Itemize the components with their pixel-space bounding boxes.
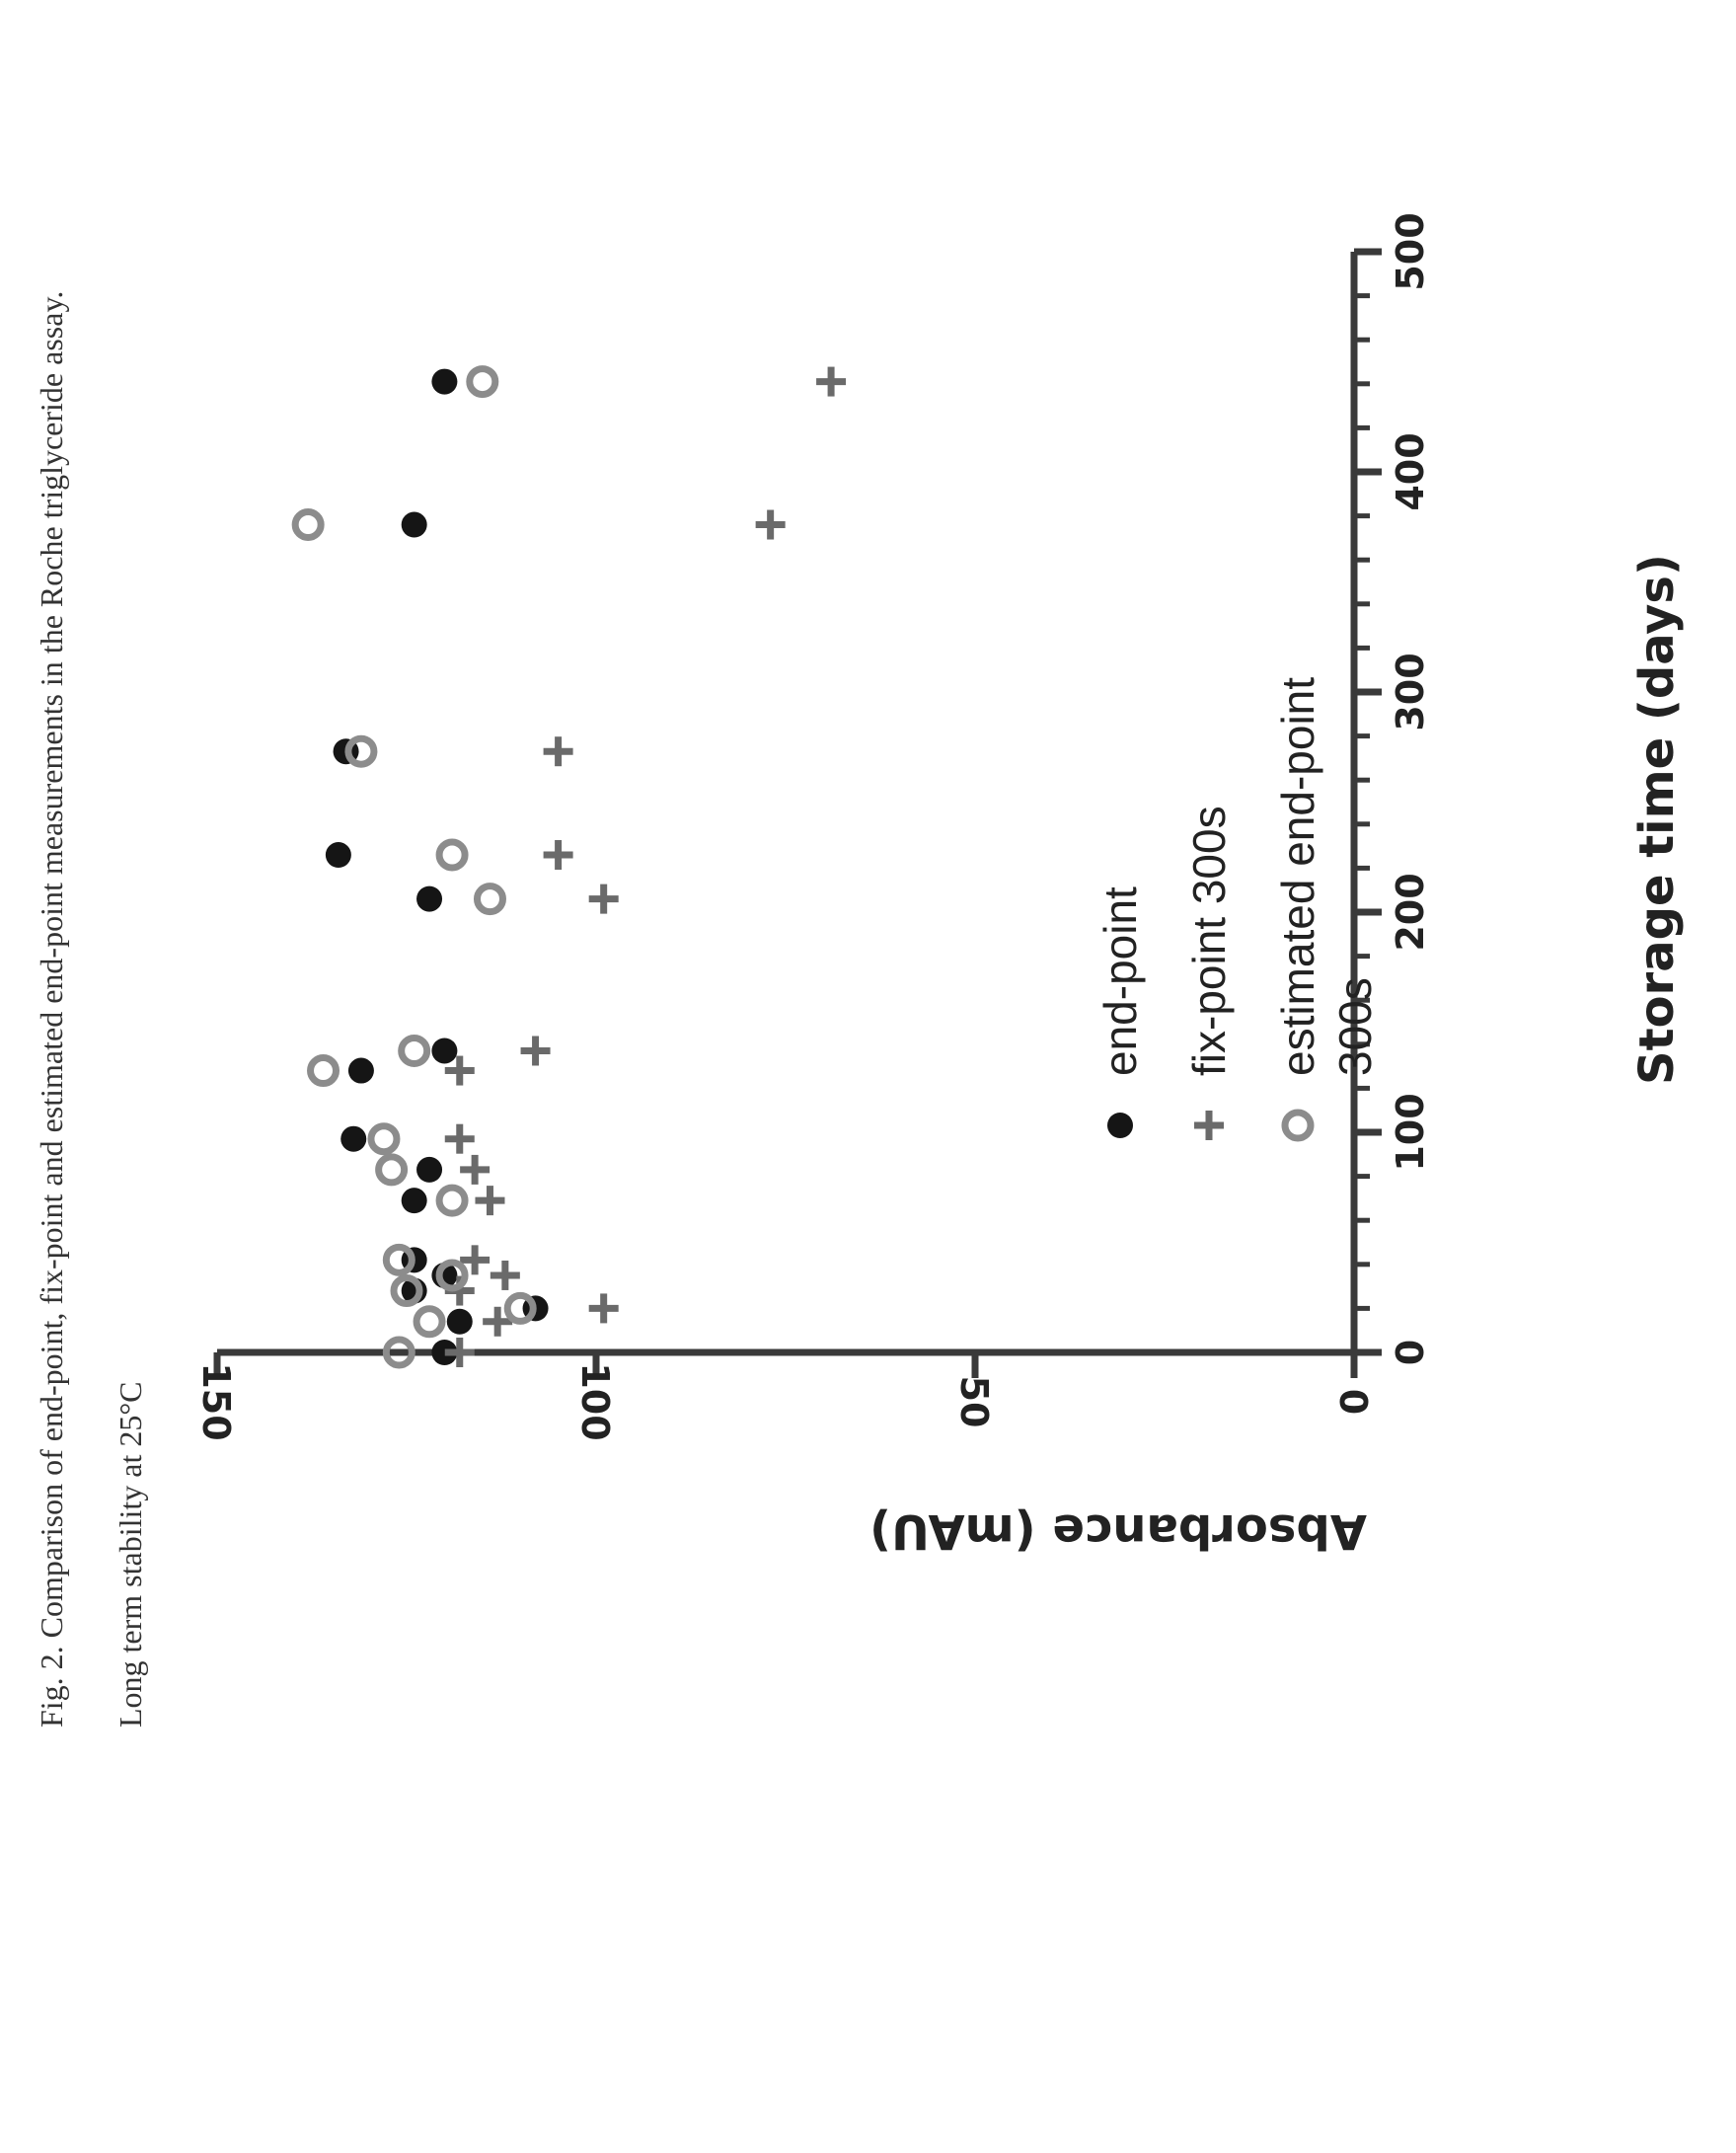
data-point <box>340 1125 367 1152</box>
series-2 <box>291 365 537 1369</box>
data-point <box>435 1259 469 1292</box>
data-point <box>444 1055 475 1086</box>
legend-label: estimated end-point <box>1272 677 1323 1076</box>
y-tick-label: 100 <box>573 1362 617 1440</box>
x-tick-label: 400 <box>1389 432 1432 510</box>
data-point <box>460 1245 491 1275</box>
x-axis-title: Storage time (days) <box>1629 554 1685 1085</box>
data-point <box>382 1243 415 1276</box>
data-point <box>755 509 786 540</box>
series-0 <box>325 368 549 1365</box>
data-point <box>431 1038 458 1064</box>
data-point <box>483 1306 513 1337</box>
data-point <box>431 368 458 395</box>
data-point <box>444 1338 475 1367</box>
data-point <box>401 1188 427 1214</box>
data-point <box>367 1122 401 1156</box>
data-point <box>435 1184 469 1217</box>
data-point <box>588 884 619 914</box>
data-point <box>460 1154 491 1185</box>
x-tick-label: 100 <box>1389 1093 1432 1171</box>
y-tick-label: 50 <box>952 1376 996 1428</box>
data-point <box>398 1034 431 1067</box>
y-axis-title: Absorbance (mAU) <box>869 1503 1367 1559</box>
data-point <box>588 1293 619 1324</box>
data-point <box>390 1274 423 1308</box>
legend: end-point fix-point 300s estimated end-poi… <box>1094 677 1381 1142</box>
data-point <box>347 1057 374 1084</box>
legend-item: estimated end-point 300s <box>1272 677 1381 1142</box>
data-point <box>413 1305 446 1339</box>
legend-label: 300s <box>1329 977 1381 1076</box>
y-tick-label: 0 <box>1331 1389 1375 1415</box>
data-point <box>325 842 351 869</box>
data-point <box>446 1308 473 1335</box>
x-tick-label: 0 <box>1389 1340 1432 1365</box>
data-point <box>816 366 847 397</box>
data-point <box>444 1123 475 1154</box>
y-tick-label: 150 <box>194 1362 238 1440</box>
data-point <box>291 508 325 542</box>
data-point <box>435 838 469 872</box>
legend-label: end-point <box>1094 886 1146 1076</box>
legend-item: end-point <box>1094 886 1146 1138</box>
data-point <box>543 840 573 871</box>
legend-marker <box>1194 1111 1224 1140</box>
series-1 <box>444 366 847 1367</box>
figure-caption-title: Fig. 2. Comparison of end-point, fix-poi… <box>34 291 69 1728</box>
data-point <box>344 734 378 768</box>
legend-item: fix-point 300s <box>1183 806 1235 1140</box>
figure-caption-subtitle: Long term stability at 25°C <box>113 1381 148 1728</box>
data-point <box>503 1291 537 1325</box>
data-point <box>520 1036 551 1066</box>
data-point <box>431 1340 458 1365</box>
data-point <box>401 511 427 538</box>
data-point <box>382 1336 415 1369</box>
data-point <box>475 1186 505 1216</box>
data-point <box>466 365 499 399</box>
data-point <box>375 1153 409 1187</box>
data-point <box>543 736 573 767</box>
x-tick-label: 500 <box>1389 212 1432 290</box>
x-tick-label: 200 <box>1389 873 1432 951</box>
plot-area: 0 50 100 150 0 100 200 300 400 500 <box>194 212 1432 1440</box>
data-point <box>307 1054 340 1088</box>
legend-label: fix-point 300s <box>1183 806 1235 1076</box>
x-tick-label: 300 <box>1389 653 1432 730</box>
data-point <box>416 885 443 912</box>
data-point <box>416 1156 443 1183</box>
legend-marker <box>1107 1113 1133 1138</box>
legend-marker <box>1281 1109 1315 1142</box>
data-point <box>490 1260 520 1290</box>
data-point <box>473 883 506 916</box>
